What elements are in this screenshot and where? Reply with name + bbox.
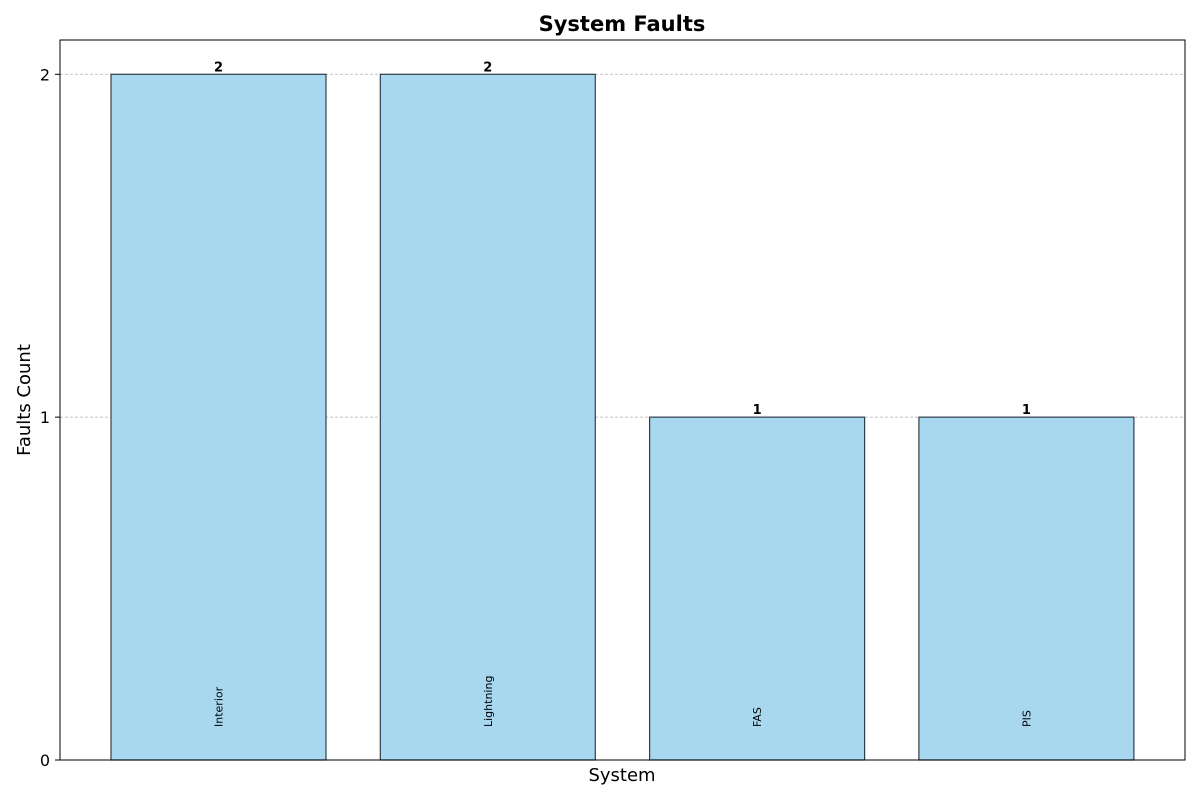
bar-fas	[648, 416, 866, 761]
category-label: Interior	[213, 686, 226, 727]
bars	[110, 73, 1135, 761]
category-label: Lightning	[482, 676, 495, 727]
plot-frame	[59, 39, 1186, 761]
y-axis-label: Faults Count	[14, 344, 35, 456]
y-tick-label: 1	[40, 408, 50, 427]
data-label: 1	[1022, 403, 1031, 418]
category-label: FAS	[751, 707, 764, 727]
bar-pis	[918, 416, 1135, 761]
data-label: 2	[214, 60, 223, 75]
x-axis-label: System	[588, 765, 655, 786]
y-tick-label: 2	[40, 65, 50, 84]
chart-title: System Faults	[539, 12, 706, 36]
data-labels: 2 Interior 2 Lightning 1 FAS 1 PIS	[213, 60, 1034, 727]
bar-interior	[110, 73, 327, 761]
bar-lightning	[379, 73, 596, 761]
category-label: PIS	[1020, 710, 1033, 727]
data-label: 1	[753, 403, 762, 418]
data-label: 2	[483, 60, 492, 75]
y-tick-label: 0	[40, 751, 50, 770]
y-axis-ticks: 0 1 2	[40, 65, 60, 770]
